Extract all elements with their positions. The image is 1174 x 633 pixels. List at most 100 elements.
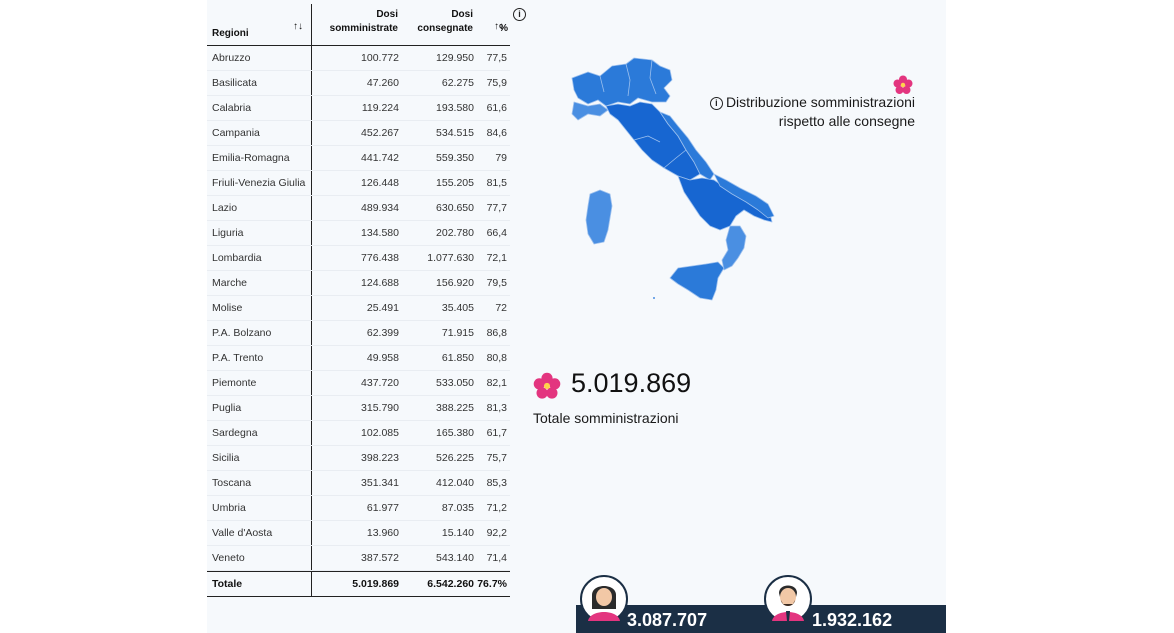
row-administered: 100.772 bbox=[311, 46, 399, 70]
row-percent: 77,7 bbox=[486, 202, 507, 214]
row-percent: 79,5 bbox=[486, 277, 507, 289]
row-administered: 315.790 bbox=[311, 396, 399, 420]
row-administered: 61.977 bbox=[311, 496, 399, 520]
total-label: Totale bbox=[212, 578, 243, 590]
row-region: Calabria bbox=[212, 102, 252, 114]
row-percent: 85,3 bbox=[486, 477, 507, 489]
header-administered-line1: Dosi bbox=[376, 9, 398, 20]
row-region: Valle d'Aosta bbox=[212, 527, 273, 539]
map-region-east[interactable] bbox=[659, 111, 715, 181]
row-region: Toscana bbox=[212, 477, 252, 489]
row-region: Sicilia bbox=[212, 452, 240, 464]
table-row: Basilicata 47.260 62.275 75,9 bbox=[207, 71, 510, 96]
map-region-north[interactable] bbox=[571, 57, 673, 107]
header-delivered-line1: Dosi bbox=[451, 9, 473, 20]
table-header: Regioni ↑↓ Dosi somministrate Dosi conse… bbox=[207, 0, 510, 46]
row-region: Campania bbox=[212, 127, 260, 139]
row-region: Molise bbox=[212, 302, 243, 314]
row-administered: 124.688 bbox=[311, 271, 399, 295]
male-administrations-value: 1.932.162 bbox=[812, 610, 893, 630]
row-percent: 61,6 bbox=[486, 102, 507, 114]
total-delivered: 6.542.260 bbox=[427, 578, 474, 590]
row-administered: 62.399 bbox=[311, 321, 399, 345]
row-region: Emilia-Romagna bbox=[212, 152, 290, 164]
row-percent: 84,6 bbox=[486, 127, 507, 139]
row-region: Lombardia bbox=[212, 252, 262, 264]
header-delivered-line2: consegnate bbox=[417, 23, 473, 34]
row-administered: 126.448 bbox=[311, 171, 399, 195]
row-delivered: 533.050 bbox=[436, 377, 474, 389]
row-administered: 47.260 bbox=[311, 71, 399, 95]
total-percent: 76.7% bbox=[477, 578, 507, 590]
header-delivered[interactable]: Dosi consegnate bbox=[406, 8, 473, 36]
row-delivered: 35.405 bbox=[441, 302, 474, 314]
female-administrations-value: 3.087.707 bbox=[627, 610, 708, 630]
table-row: Piemonte 437.720 533.050 82,1 bbox=[207, 371, 510, 396]
map-legend-line2: rispetto alle consegne bbox=[778, 113, 915, 129]
row-region: P.A. Trento bbox=[212, 352, 264, 364]
row-delivered: 559.350 bbox=[436, 152, 474, 164]
row-administered: 119.224 bbox=[311, 96, 399, 120]
table-row: Sicilia 398.223 526.225 75,7 bbox=[207, 446, 510, 471]
row-delivered: 412.040 bbox=[436, 477, 474, 489]
row-percent: 72,1 bbox=[486, 252, 507, 264]
row-percent: 81,3 bbox=[486, 402, 507, 414]
table-row: Valle d'Aosta 13.960 15.140 92,2 bbox=[207, 521, 510, 546]
row-delivered: 388.225 bbox=[436, 402, 474, 414]
map-region-sicilia[interactable] bbox=[669, 261, 725, 301]
row-percent: 75,7 bbox=[486, 452, 507, 464]
row-administered: 437.720 bbox=[311, 371, 399, 395]
man-avatar-icon bbox=[764, 575, 812, 623]
row-delivered: 61.850 bbox=[441, 352, 474, 364]
table-row: Friuli-Venezia Giulia 126.448 155.205 81,5 bbox=[207, 171, 510, 196]
row-percent: 86,8 bbox=[486, 327, 507, 339]
row-administered: 441.742 bbox=[311, 146, 399, 170]
row-region: Marche bbox=[212, 277, 248, 289]
row-region: Umbria bbox=[212, 502, 246, 514]
row-percent: 61,7 bbox=[486, 427, 507, 439]
row-region: Liguria bbox=[212, 227, 244, 239]
table-row: Puglia 315.790 388.225 81,3 bbox=[207, 396, 510, 421]
table-row: P.A. Trento 49.958 61.850 80,8 bbox=[207, 346, 510, 371]
header-administered-line2: somministrate bbox=[329, 23, 398, 34]
sort-arrows-icon[interactable]: ↑↓ bbox=[293, 21, 303, 32]
header-regions[interactable]: Regioni bbox=[212, 28, 249, 39]
row-delivered: 526.225 bbox=[436, 452, 474, 464]
column-divider bbox=[311, 4, 312, 45]
row-percent: 72 bbox=[495, 302, 507, 314]
row-administered: 489.934 bbox=[311, 196, 399, 220]
row-percent: 71,2 bbox=[486, 502, 507, 514]
row-delivered: 1.077.630 bbox=[427, 252, 474, 264]
row-administered: 351.341 bbox=[311, 471, 399, 495]
row-administered: 25.491 bbox=[311, 296, 399, 320]
row-administered: 134.580 bbox=[311, 221, 399, 245]
row-percent: 81,5 bbox=[486, 177, 507, 189]
map-region-liguria[interactable] bbox=[571, 101, 609, 121]
row-delivered: 543.140 bbox=[436, 552, 474, 564]
map-region-calabria[interactable] bbox=[721, 225, 747, 271]
row-percent: 66,4 bbox=[486, 227, 507, 239]
info-circle-icon[interactable]: i bbox=[709, 96, 723, 110]
row-percent: 82,1 bbox=[486, 377, 507, 389]
row-percent: 77,5 bbox=[486, 52, 507, 64]
row-delivered: 129.950 bbox=[436, 52, 474, 64]
total-administered: 5.019.869 bbox=[311, 572, 399, 596]
sort-arrows-icon[interactable]: ↑↓ bbox=[494, 21, 504, 32]
map-region-puglia[interactable] bbox=[713, 173, 775, 219]
row-delivered: 202.780 bbox=[436, 227, 474, 239]
map-region-sardegna[interactable] bbox=[585, 189, 613, 245]
row-delivered: 534.515 bbox=[436, 127, 474, 139]
info-circle-icon[interactable]: i bbox=[513, 8, 526, 21]
total-administrations-value: 5.019.869 bbox=[571, 368, 692, 398]
table-total-row: Totale 5.019.869 6.542.260 76.7% bbox=[207, 571, 510, 597]
header-percent[interactable]: % bbox=[499, 23, 508, 34]
row-percent: 79 bbox=[495, 152, 507, 164]
row-region: Piemonte bbox=[212, 377, 257, 389]
header-administered[interactable]: Dosi somministrate bbox=[325, 8, 398, 36]
row-delivered: 630.650 bbox=[436, 202, 474, 214]
gender-bar bbox=[576, 605, 946, 633]
row-delivered: 87.035 bbox=[441, 502, 474, 514]
table-body: Abruzzo 100.772 129.950 77,5 Basilicata 47.26… bbox=[207, 46, 510, 571]
row-delivered: 62.275 bbox=[441, 77, 474, 89]
row-region: Sardegna bbox=[212, 427, 258, 439]
